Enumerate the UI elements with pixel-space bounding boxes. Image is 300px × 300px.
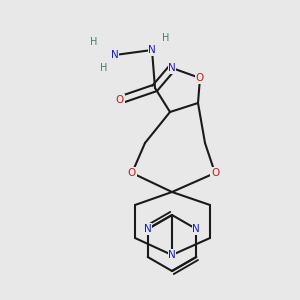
Text: O: O xyxy=(211,168,219,178)
Text: N: N xyxy=(111,50,119,60)
Text: O: O xyxy=(128,168,136,178)
Text: N: N xyxy=(148,45,156,55)
Text: O: O xyxy=(116,95,124,105)
Text: N: N xyxy=(144,224,152,234)
Text: H: H xyxy=(90,37,98,47)
Text: N: N xyxy=(168,63,176,73)
Text: H: H xyxy=(162,33,170,43)
Text: O: O xyxy=(196,73,204,83)
Text: H: H xyxy=(100,63,108,73)
Text: N: N xyxy=(168,250,176,260)
Text: N: N xyxy=(192,224,200,234)
